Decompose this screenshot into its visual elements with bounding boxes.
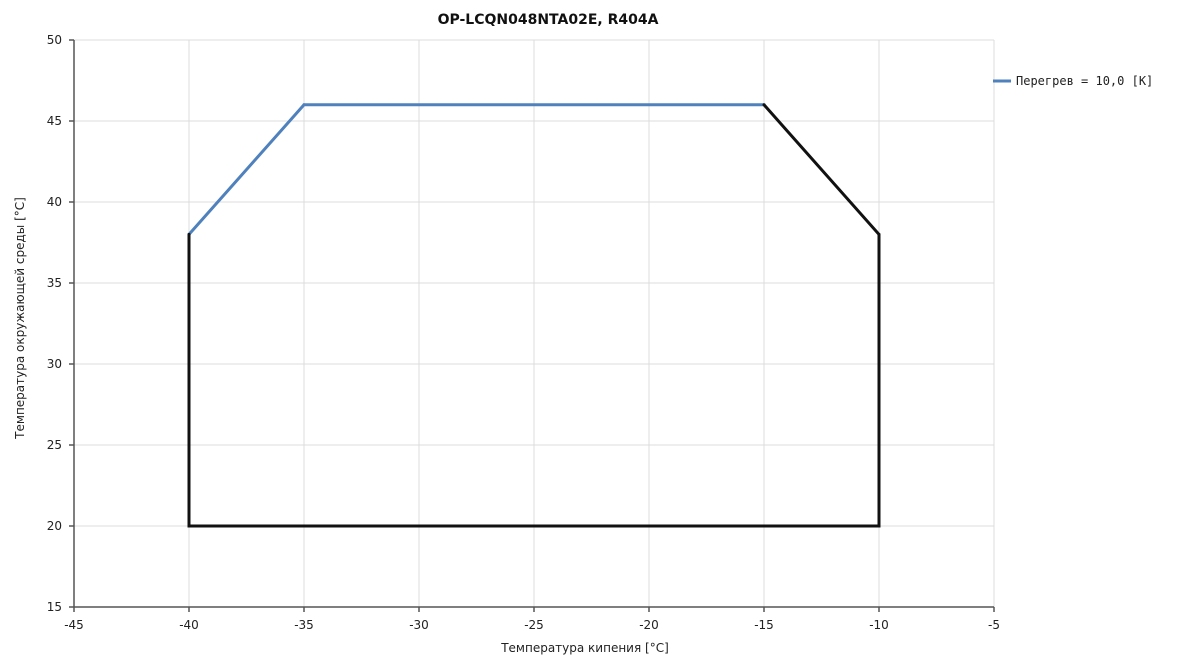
data-point: [762, 103, 766, 107]
x-tick-label: -20: [639, 618, 659, 632]
x-tick-label: -10: [869, 618, 889, 632]
series-line-superheat: [187, 103, 764, 236]
legend: Перегрев = 10,0 [K]: [993, 74, 1153, 88]
x-axis-label: Температура кипения [°C]: [500, 641, 669, 655]
tick-labels: -45 -40 -35 -30 -25 -20 -15 -10 -5 15 20 25 30 35 40 45…: [47, 33, 1000, 632]
y-tick-label: 40: [47, 195, 62, 209]
data-point: [187, 232, 191, 236]
x-tick-label: -15: [754, 618, 774, 632]
data-point: [877, 232, 881, 236]
data-point: [302, 103, 306, 107]
x-tick-label: -35: [294, 618, 314, 632]
y-tick-label: 15: [47, 600, 62, 614]
x-tick-label: -45: [64, 618, 84, 632]
grid: [74, 39, 995, 607]
y-tick-label: 20: [47, 519, 62, 533]
data-point: [187, 524, 191, 528]
chart-title: OP-LCQN048NTA02E, R404A: [438, 12, 659, 28]
x-tick-label: -40: [179, 618, 199, 632]
y-axis-label: Температура окружающей среды [°C]: [13, 197, 27, 440]
data-point: [877, 524, 881, 528]
y-tick-label: 50: [47, 33, 62, 47]
axes: [69, 39, 995, 612]
y-tick-label: 45: [47, 114, 62, 128]
y-tick-label: 25: [47, 438, 62, 452]
x-tick-label: -25: [524, 618, 544, 632]
series: [187, 103, 881, 528]
y-tick-label: 30: [47, 357, 62, 371]
x-tick-label: -30: [409, 618, 429, 632]
y-tick-label: 35: [47, 276, 62, 290]
legend-label: Перегрев = 10,0 [K]: [1016, 74, 1153, 88]
x-tick-label: -5: [988, 618, 1000, 632]
